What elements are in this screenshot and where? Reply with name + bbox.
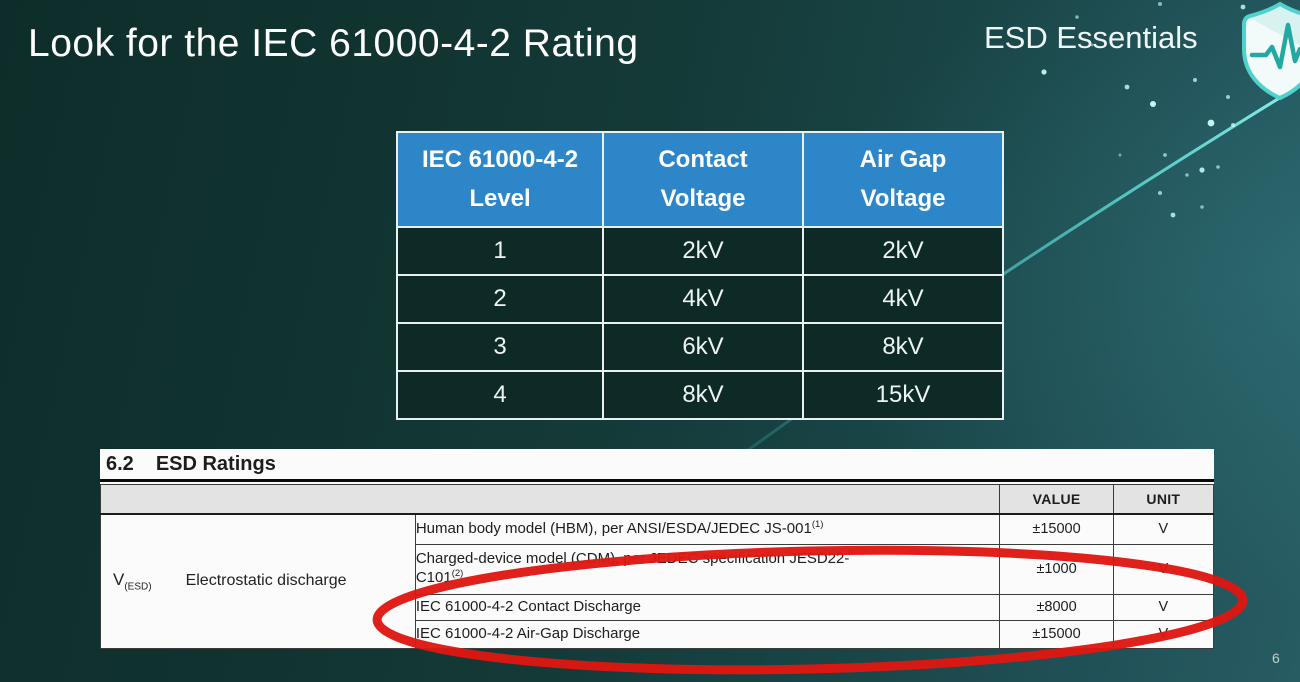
level-cell: 1 (396, 226, 604, 276)
datasheet-section-heading: 6.2 ESD Ratings (100, 449, 1214, 482)
section-title: ESD Ratings (155, 453, 276, 475)
unit-cell: V (1112, 619, 1215, 649)
description-cell: Human body model (HBM), per ANSI/ESDA/JE… (414, 513, 1001, 545)
value-cell: ±8000 (999, 593, 1114, 621)
table-row: 4 8kV 15kV (396, 370, 1004, 420)
table-row: 3 6kV 8kV (396, 322, 1004, 372)
description-cell: Charged-device model (CDM), per JEDEC sp… (414, 543, 1001, 595)
shield-ecg-logo-icon (1242, 1, 1300, 101)
levels-header-level: IEC 61000-4-2 Level (396, 131, 604, 228)
levels-header-row: IEC 61000-4-2 Level Contact Voltage Air … (396, 131, 1004, 228)
value-cell: ±1000 (999, 543, 1114, 595)
ratings-header-empty (99, 484, 1001, 515)
contact-voltage-cell: 2kV (602, 226, 804, 276)
vesd-symbol: V(ESD) (113, 570, 152, 593)
value-cell: ±15000 (999, 513, 1114, 545)
description-cell: IEC 61000-4-2 Air-Gap Discharge (414, 619, 1001, 649)
brand-name: ESD Essentials (984, 20, 1198, 55)
description-cell: IEC 61000-4-2 Contact Discharge (414, 593, 1001, 621)
airgap-voltage-cell: 2kV (802, 226, 1004, 276)
airgap-voltage-cell: 4kV (802, 274, 1004, 324)
airgap-voltage-cell: 15kV (802, 370, 1004, 420)
level-cell: 4 (396, 370, 604, 420)
page-title: Look for the IEC 61000-4-2 Rating (28, 22, 639, 65)
parameter-label: Electrostatic discharge (185, 572, 347, 590)
ratings-header-unit: UNIT (1112, 484, 1215, 515)
footnote-ref: (1) (811, 518, 824, 530)
level-cell: 2 (396, 274, 604, 324)
parameter-cell: V(ESD) Electrostatic discharge (100, 513, 416, 649)
contact-voltage-cell: 4kV (602, 274, 804, 324)
level-cell: 3 (396, 322, 604, 372)
ratings-header-row: VALUE UNIT (99, 484, 1215, 515)
footnote-ref: (2) (451, 568, 464, 579)
ratings-header-value: VALUE (999, 484, 1114, 515)
page-number: 6 (1272, 650, 1280, 666)
table-row-hbm: V(ESD) Electrostatic discharge Human bod… (100, 513, 1215, 649)
unit-cell: V (1112, 593, 1215, 621)
datasheet-excerpt: 6.2 ESD Ratings VALUE UNIT (99, 449, 1215, 649)
airgap-voltage-cell: 8kV (802, 322, 1004, 372)
value-cell: ±15000 (999, 619, 1114, 649)
section-number: 6.2 (106, 453, 134, 475)
levels-header-airgap: Air Gap Voltage (802, 131, 1004, 228)
table-row: 2 4kV 4kV (396, 274, 1004, 324)
unit-cell: V (1112, 513, 1215, 545)
unit-cell: V (1112, 543, 1215, 595)
esd-ratings-table: VALUE UNIT V(ESD) Electrostatic discharg… (99, 484, 1215, 649)
contact-voltage-cell: 6kV (602, 322, 804, 372)
contact-voltage-cell: 8kV (602, 370, 804, 420)
levels-header-contact: Contact Voltage (602, 131, 804, 228)
table-row: 1 2kV 2kV (396, 226, 1004, 276)
iec-levels-table: IEC 61000-4-2 Level Contact Voltage Air … (396, 131, 1004, 420)
